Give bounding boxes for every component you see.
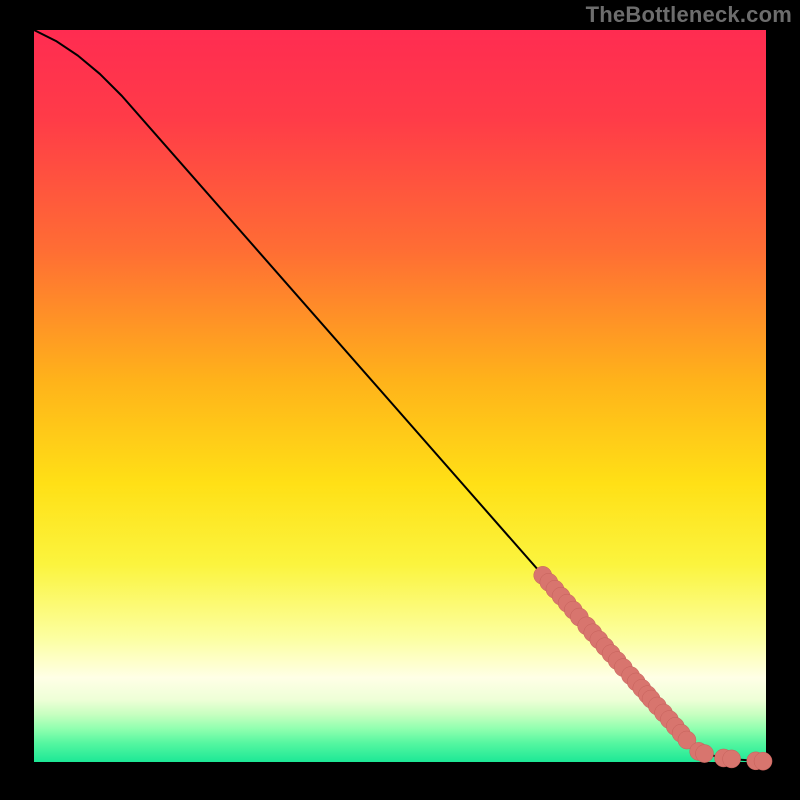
data-marker bbox=[696, 745, 714, 763]
gradient-background bbox=[34, 30, 766, 762]
data-marker bbox=[723, 750, 741, 768]
watermark-text: TheBottleneck.com bbox=[586, 2, 792, 28]
data-marker bbox=[754, 752, 772, 770]
